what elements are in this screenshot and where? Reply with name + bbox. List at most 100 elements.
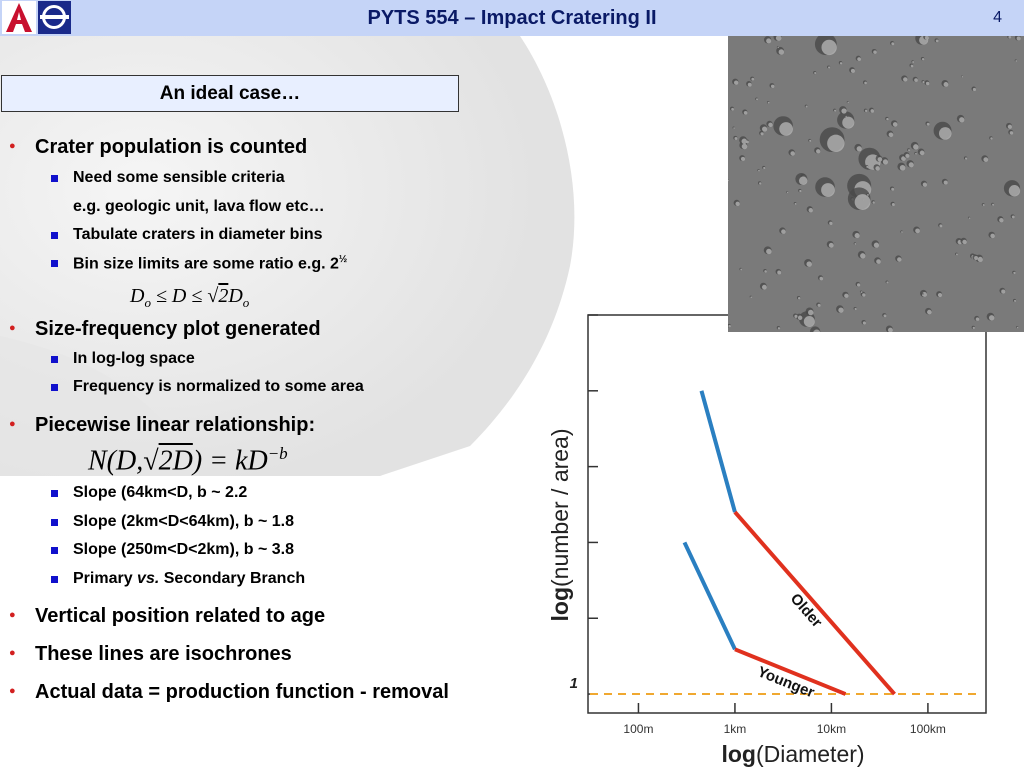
crater-rim [740, 268, 743, 271]
sub-bullet-normalized: Frequency is normalized to some area [51, 378, 364, 395]
crater-rim [854, 307, 857, 311]
x-axis-label-rest: (Diameter) [756, 741, 865, 767]
sub-bullet-bins: Tabulate craters in diameter bins [51, 226, 323, 243]
crater-rim [903, 77, 908, 82]
crater-rim [905, 153, 910, 158]
crater-rim [955, 253, 958, 256]
crater-rim [816, 149, 821, 154]
crater-rim [1011, 215, 1015, 219]
crater-rim [827, 134, 845, 153]
crater-rim [1001, 289, 1006, 294]
crater-rim [814, 71, 817, 75]
crater-rim [806, 261, 812, 267]
series-younger-red-segment [734, 647, 847, 696]
crater-rim [762, 126, 768, 132]
crater-rim [728, 179, 730, 182]
crater-rim [922, 81, 925, 84]
crater-rim [794, 202, 797, 205]
crater-rim [914, 78, 918, 82]
crater-rim [943, 180, 948, 185]
crater-rim [761, 284, 767, 290]
sub-bullet-slope-mid: Slope (2km<D<64km), b ~ 1.8 [51, 513, 294, 530]
bullet-isochrones: These lines are isochrones [9, 643, 292, 666]
crater-rim [962, 239, 967, 245]
crater-rim [805, 105, 808, 108]
crater-rim [927, 309, 932, 315]
crater-rim [937, 292, 943, 298]
plot-frame [587, 314, 987, 714]
crater-rim [770, 84, 775, 89]
crater-rim [1016, 326, 1019, 329]
sub-bullet-log-log: In log-log space [51, 350, 195, 367]
crater-rim [972, 326, 975, 330]
crater-rim [803, 315, 815, 327]
crater-rim [857, 57, 861, 61]
sub-bullet-criteria-example: e.g. geologic unit, lava flow etc… [73, 198, 325, 215]
crater-rim [735, 201, 740, 206]
crater-rim [968, 217, 971, 219]
crater-rim [922, 182, 927, 187]
crater-rim [841, 108, 847, 114]
crater-rim [768, 122, 773, 128]
crater-rim [892, 122, 898, 127]
crater-rim [740, 156, 746, 161]
crater-rim [1008, 36, 1012, 39]
x-tick-label-0: 100m [623, 722, 653, 736]
x-tick-label-3: 100km [910, 722, 946, 736]
crater-rim [1009, 131, 1014, 135]
crater-rim [891, 42, 895, 46]
bullet-crater-count: Crater population is counted [9, 136, 307, 159]
crater-rim [734, 137, 738, 140]
crater-rim [887, 327, 893, 332]
crater-rim [972, 87, 976, 92]
x-tick-label-2: 10km [817, 722, 846, 736]
crater-rim [938, 127, 952, 140]
crater-rim [860, 253, 866, 259]
crater-rim [908, 149, 911, 152]
crater-rim [922, 294, 925, 297]
crater-rim [850, 68, 855, 73]
secondary-text: Secondary Branch [159, 570, 306, 587]
crater-rim [1007, 124, 1012, 129]
crater-rim [778, 49, 785, 55]
crater-rim [999, 218, 1004, 223]
crater-rim [975, 317, 980, 321]
crater-rim [862, 321, 866, 325]
crater-rim [877, 157, 883, 162]
crater-rim [821, 39, 837, 56]
crater-rim [901, 231, 903, 233]
vs-text: vs. [137, 570, 160, 587]
crater-rim [747, 82, 752, 87]
crater-rim [870, 109, 875, 113]
crater-rim [964, 157, 968, 160]
crater-rim [1013, 271, 1016, 275]
crater-rim [838, 307, 844, 313]
crater-rim [821, 183, 835, 197]
crater-rim [760, 132, 764, 136]
crater-rim [813, 329, 821, 332]
crater-rim [839, 62, 843, 65]
crater-rim [847, 101, 849, 104]
crater-rim [733, 127, 735, 129]
page-title: PYTS 554 – Impact Cratering II [367, 7, 657, 29]
y-axis-label: log(number / area) [547, 428, 573, 621]
crater-rim [829, 221, 833, 225]
crater-rim [921, 57, 925, 61]
crater-rim [943, 82, 949, 87]
crater-rim [875, 166, 880, 171]
crater-rim [751, 77, 755, 81]
crater-rim [1016, 36, 1021, 41]
crater-rim [797, 297, 801, 300]
sub-bullet-slope-large: Slope (64km<D, b ~ 2.2 [50, 484, 248, 501]
crater-rim [876, 259, 881, 264]
crater-rim [897, 257, 902, 262]
bullet-size-frequency: Size-frequency plot generated [9, 318, 321, 341]
crater-rim [1015, 60, 1018, 62]
crater-rim [854, 194, 871, 210]
sub-bullet-bin-ratio: Bin size limits are some ratio e.g. 2½ [50, 254, 347, 273]
crater-field [728, 36, 1021, 332]
crater-rim [807, 309, 814, 316]
crater-rim [777, 46, 779, 49]
crater-rim [733, 80, 739, 85]
bin-ratio-text: Bin size limits are some ratio e.g. 2 [73, 255, 339, 273]
